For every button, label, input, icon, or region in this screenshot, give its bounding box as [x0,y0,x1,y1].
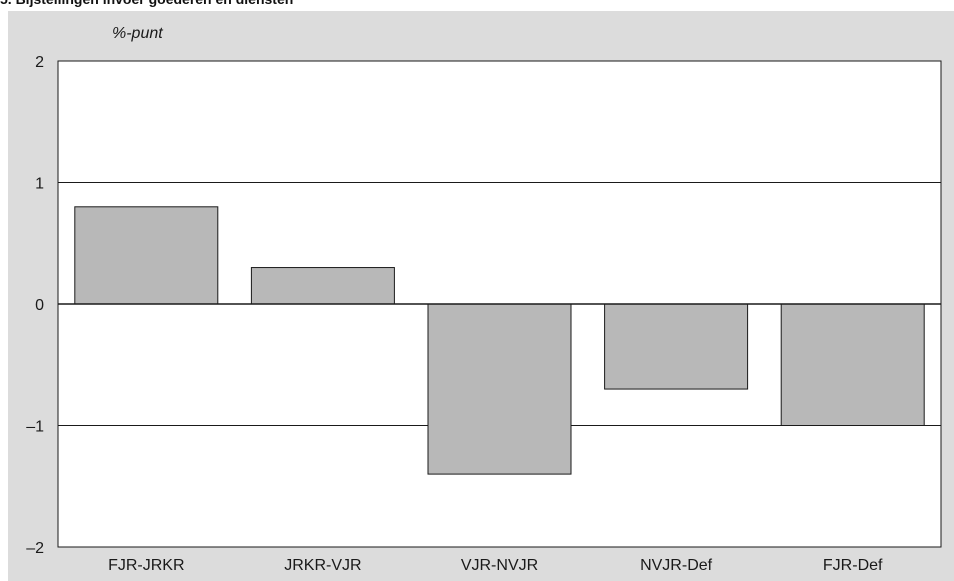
x-tick-label: VJR-NVJR [461,557,538,574]
y-tick-labels: 2 1 0 –1 –2 [26,54,44,557]
bar-vjr-nvjr [427,303,572,475]
bar-chart: 2 1 0 –1 –2 FJR-JRKR JRKR-VJR VJR-NVJR NVJR-Def… [8,11,954,581]
bar-jrkr-vjr [250,267,395,305]
bar-fjr-jrkr [74,206,219,305]
plot-border [57,60,942,548]
x-tick-label: FJR-JRKR [108,557,184,574]
plot-frame [57,60,942,548]
bar-fjr-def [780,303,925,426]
y-tick-label: 2 [35,54,44,71]
chart-panel: 2 1 0 –1 –2 FJR-JRKR JRKR-VJR VJR-NVJR NVJR-Def… [8,11,954,581]
y-tick-label: –2 [26,540,44,557]
y-tick-label: –1 [26,419,44,436]
bar-nvjr-def [604,303,749,390]
y-tick-label: 0 [35,297,44,314]
chart-title: 5. Bijstellingen invoer goederen en dien… [0,0,954,9]
bars [74,206,925,475]
x-tick-label: JRKR-VJR [284,557,361,574]
x-tick-label: FJR-Def [823,557,883,574]
x-tick-label: NVJR-Def [640,557,713,574]
x-tick-labels: FJR-JRKR JRKR-VJR VJR-NVJR NVJR-Def FJR-Def [108,557,883,574]
unit-label: %-punt [112,25,163,42]
y-tick-label: 1 [35,176,44,193]
